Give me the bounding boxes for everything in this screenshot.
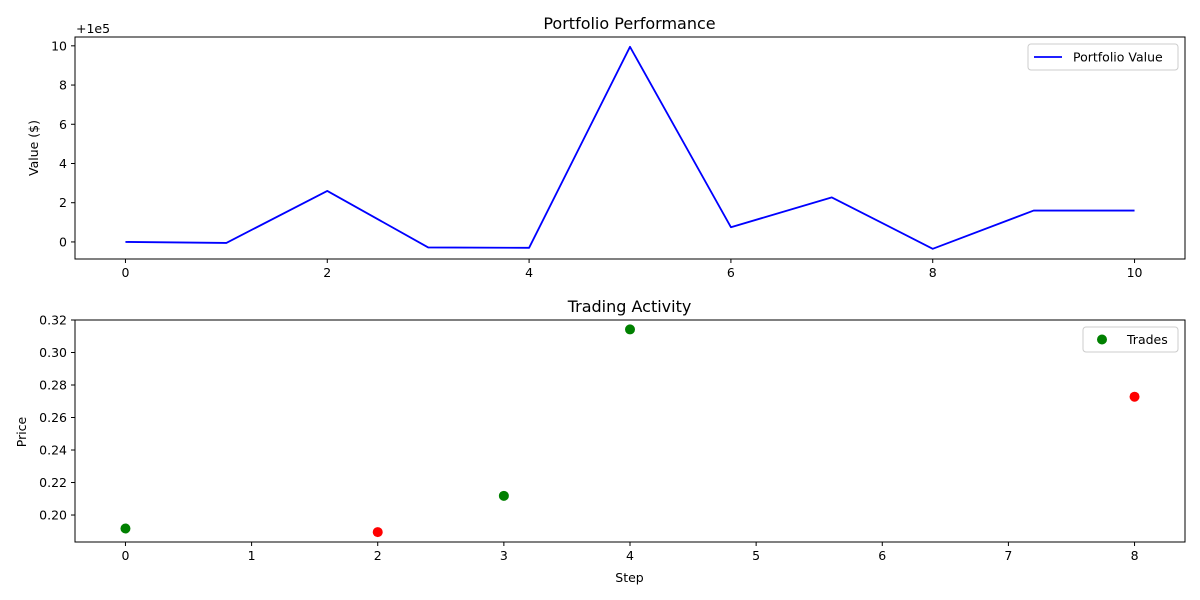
y-tick-label: 0.20 (39, 508, 67, 523)
x-tick-label: 4 (626, 548, 634, 563)
series-lines (125, 45, 1135, 250)
x-tick-label: 2 (323, 265, 331, 280)
legend-box (1027, 43, 1179, 71)
y-axis-ticks: 0 2 4 6 8 10 (51, 38, 75, 249)
trade-point (625, 324, 635, 335)
y-tick-label: 0.24 (39, 443, 67, 458)
y-tick-label: 0.32 (39, 313, 67, 328)
y-tick-label: 0.26 (39, 410, 67, 425)
y-tick-label: 4 (59, 156, 67, 171)
x-tick-label: 5 (752, 548, 760, 563)
y-tick-label: 0.22 (39, 475, 67, 490)
x-tick-label: 0 (121, 265, 129, 280)
y-tick-label: 0 (59, 234, 67, 249)
x-tick-label: 6 (727, 265, 735, 280)
legend-box (1082, 326, 1179, 353)
trade-point (372, 527, 383, 538)
chart-title: Trading Activity (567, 297, 692, 316)
trade-point (1129, 391, 1140, 402)
legend: Trades (1082, 326, 1179, 353)
plot-frame (74, 36, 1186, 260)
x-tick-label: 0 (121, 548, 129, 563)
x-tick-label: 4 (525, 265, 533, 280)
y-tick-label: 2 (59, 195, 67, 210)
y-offset-label: +1e5 (76, 21, 110, 36)
x-tick-label: 8 (1131, 548, 1139, 563)
trade-points (120, 324, 1140, 538)
legend-label-trades: Trades (1126, 332, 1168, 347)
y-tick-label: 0.30 (39, 345, 67, 360)
legend-label-portfolio-value: Portfolio Value (1073, 50, 1163, 65)
x-axis-label: Step (615, 570, 644, 585)
plot-frame (74, 319, 1186, 543)
x-tick-label: 10 (1127, 265, 1143, 280)
x-tick-label: 6 (878, 548, 886, 563)
trade-point (120, 523, 131, 534)
trading-activity-plot: Trading Activity Step Price 0 1 2 3 4 5 6 7 8 0.… (14, 297, 1186, 585)
x-tick-label: 1 (248, 548, 256, 563)
y-tick-label: 0.28 (39, 378, 67, 393)
legend-marker-trades (1097, 334, 1107, 345)
portfolio-performance-plot: Portfolio Performance +1e5 Value ($) 0 2 4… (26, 14, 1186, 280)
chart-title: Portfolio Performance (543, 14, 715, 33)
y-axis-ticks: 0.20 0.22 0.24 0.26 0.28 0.30 0.32 (39, 313, 75, 523)
x-tick-label: 3 (500, 548, 508, 563)
x-tick-label: 8 (929, 265, 937, 280)
x-axis-ticks: 0 2 4 6 8 10 (121, 259, 1143, 280)
y-axis-label: Price (14, 416, 29, 447)
legend: Portfolio Value (1027, 43, 1179, 71)
trade-point (498, 490, 509, 501)
x-axis-ticks: 0 1 2 3 4 5 6 7 8 (121, 542, 1139, 563)
y-tick-label: 6 (59, 117, 67, 132)
y-tick-label: 8 (59, 78, 67, 93)
y-tick-label: 10 (51, 38, 67, 53)
y-axis-label: Value ($) (26, 120, 41, 176)
x-tick-label: 7 (1004, 548, 1012, 563)
x-tick-label: 2 (374, 548, 382, 563)
